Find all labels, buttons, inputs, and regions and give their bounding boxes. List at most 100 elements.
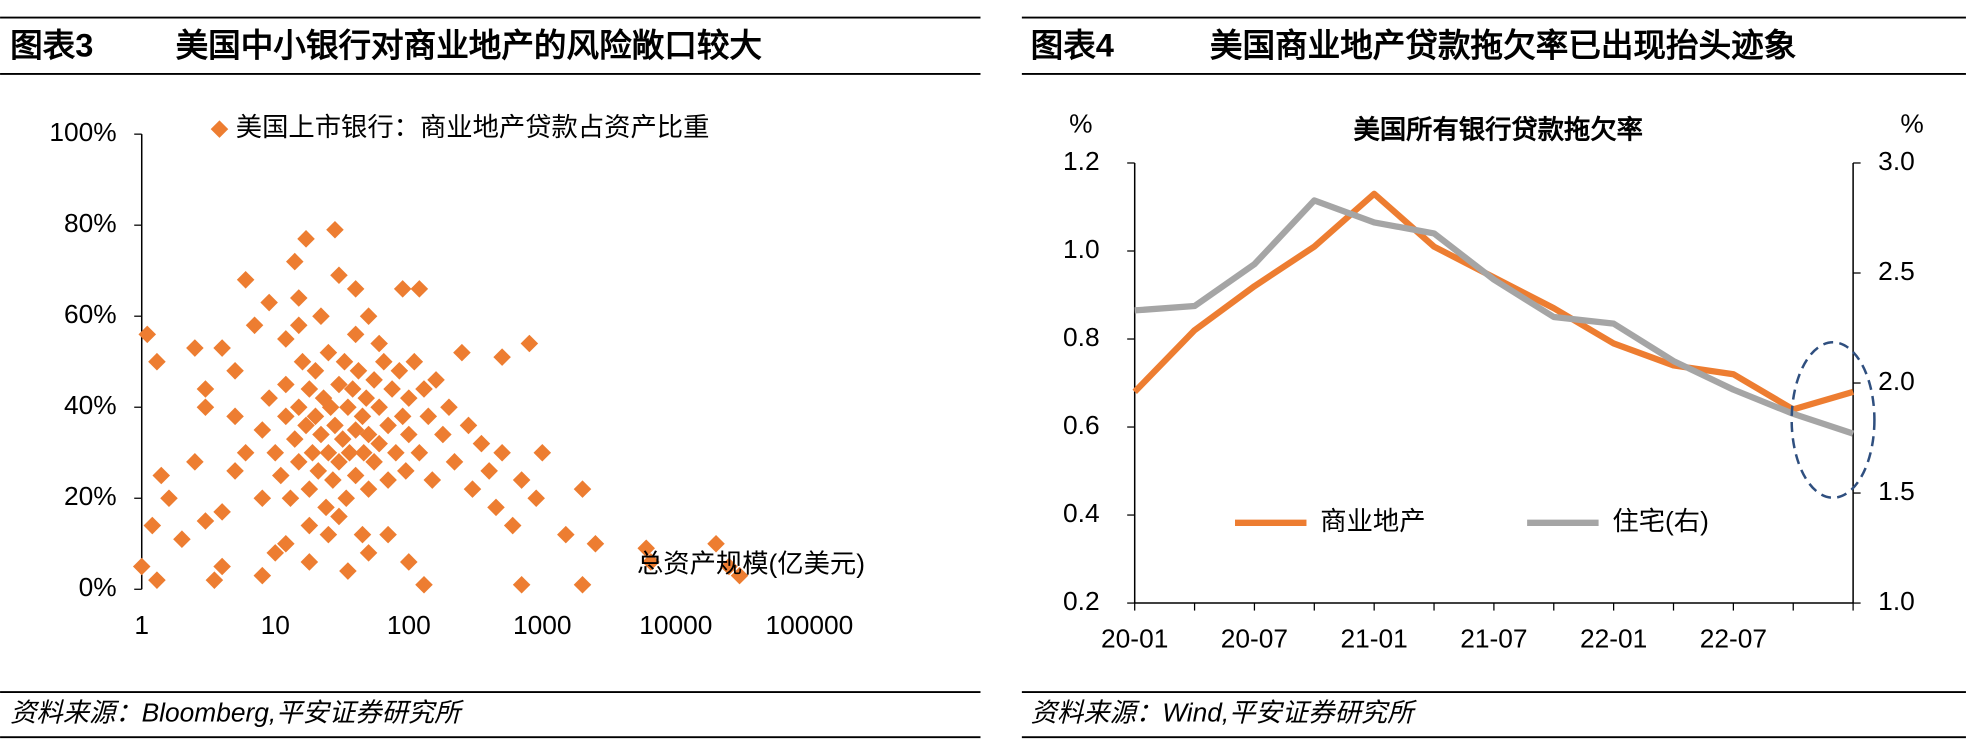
scatter-point — [330, 266, 348, 285]
scatter-point — [300, 516, 319, 535]
scatter-point — [312, 425, 330, 444]
scatter-point — [281, 489, 300, 508]
scatter-point — [226, 462, 244, 480]
scatter-point — [415, 380, 433, 398]
figure-label: 图表4 — [1031, 26, 1114, 63]
scatter-point — [303, 443, 322, 462]
scatter-point — [365, 371, 383, 389]
scatter-point — [339, 562, 357, 580]
scatter-point — [359, 425, 378, 444]
scatter-point — [423, 471, 442, 489]
x-tick-label: 20-07 — [1221, 624, 1288, 654]
scatter-point — [343, 380, 362, 398]
scatter-point — [289, 398, 308, 416]
scatter-point — [410, 280, 429, 298]
highlight-ellipse — [1790, 341, 1876, 499]
y-tick-label: 20% — [64, 481, 117, 511]
scatter-point — [480, 462, 498, 480]
y-tick-label: 0.4 — [1063, 498, 1100, 528]
source: 资料来源：Wind,平安证券研究所 — [1031, 698, 1417, 728]
scatter-point — [330, 507, 348, 526]
scatter-point — [160, 489, 178, 508]
scatter-point — [148, 571, 166, 589]
scatter-point — [400, 389, 418, 407]
scatter-point — [330, 375, 348, 394]
scatter-point — [253, 489, 272, 508]
scatter-point — [333, 430, 352, 448]
scatter-point — [253, 421, 272, 439]
x-tick-label: 100000 — [765, 610, 853, 640]
scatter-point — [309, 462, 328, 480]
scatter-point — [196, 398, 215, 416]
scatter-point — [260, 293, 278, 312]
y2-tick-label: 1.0 — [1878, 586, 1915, 616]
scatter-point — [277, 407, 295, 426]
legend-label: 美国上市银行：商业地产贷款占资产比重 — [236, 112, 710, 142]
y2-tick-label: 3.0 — [1878, 146, 1915, 176]
scatter-point — [400, 553, 418, 571]
scatter-point — [359, 480, 378, 498]
scatter-point — [205, 571, 224, 589]
scatter-point — [285, 430, 304, 448]
scatter-point — [400, 425, 418, 444]
scatter-point — [319, 343, 338, 362]
scatter-point — [410, 443, 429, 462]
x-tick-label: 22-07 — [1700, 624, 1767, 654]
scatter-point — [335, 352, 354, 371]
scatter-point — [297, 230, 315, 248]
y2-tick-label: 1.5 — [1878, 476, 1915, 506]
x-tick-label: 21-07 — [1460, 624, 1527, 654]
scatter-point — [573, 480, 592, 498]
scatter-point — [277, 375, 295, 394]
scatter-point — [289, 453, 308, 471]
legend-label: 商业地产 — [1320, 506, 1425, 536]
scatter-point — [326, 416, 344, 435]
y2-tick-label: 2.0 — [1878, 366, 1915, 396]
y2-tick-label: 2.5 — [1878, 256, 1915, 286]
scatter-point — [330, 453, 348, 471]
scatter-point — [293, 352, 312, 371]
scatter-point — [272, 466, 290, 485]
chart-title: 美国所有银行贷款拖欠率 — [1354, 115, 1643, 145]
y-tick-label: 0% — [79, 572, 117, 602]
scatter-point — [472, 434, 491, 453]
y-tick-label: 60% — [64, 299, 117, 329]
scatter-point — [317, 498, 335, 517]
scatter-point — [277, 534, 295, 553]
scatter-point — [487, 498, 505, 517]
y-tick-label: 80% — [64, 208, 117, 238]
scatter-point — [266, 544, 285, 562]
x-tick-label: 100 — [387, 610, 431, 640]
scatter-point — [319, 443, 338, 462]
scatter-point — [557, 525, 575, 544]
scatter-point — [520, 334, 539, 353]
scatter-point — [173, 530, 191, 548]
scatter-point — [148, 352, 166, 371]
scatter-point — [312, 307, 330, 325]
scatter-point — [346, 466, 365, 485]
x-tick-label: 10000 — [639, 610, 712, 640]
scatter-point — [300, 553, 319, 571]
scatter-point — [346, 280, 365, 298]
scatter-point — [387, 443, 405, 462]
scatter-point — [326, 220, 344, 239]
y-tick-label: 1.0 — [1063, 234, 1100, 264]
scatter-point — [236, 271, 255, 289]
scatter-point — [277, 330, 295, 348]
scatter-point — [493, 443, 511, 462]
scatter-point — [300, 480, 319, 498]
scatter-point — [440, 398, 458, 416]
y-tick-label: 0.8 — [1063, 322, 1100, 352]
scatter-point — [503, 516, 522, 535]
y-axis-unit: % — [1069, 108, 1092, 138]
scatter-point — [365, 453, 383, 471]
scatter-point — [266, 443, 285, 462]
figure-title: 美国商业地产贷款拖欠率已出现抬头迹象 — [1210, 26, 1796, 63]
scatter-point — [289, 316, 308, 335]
scatter-point — [289, 289, 308, 307]
scatter-point — [512, 575, 531, 594]
scatter-point — [397, 462, 415, 480]
legend-marker — [210, 120, 229, 138]
scatter-point — [379, 471, 397, 489]
scatter-point — [337, 489, 355, 508]
